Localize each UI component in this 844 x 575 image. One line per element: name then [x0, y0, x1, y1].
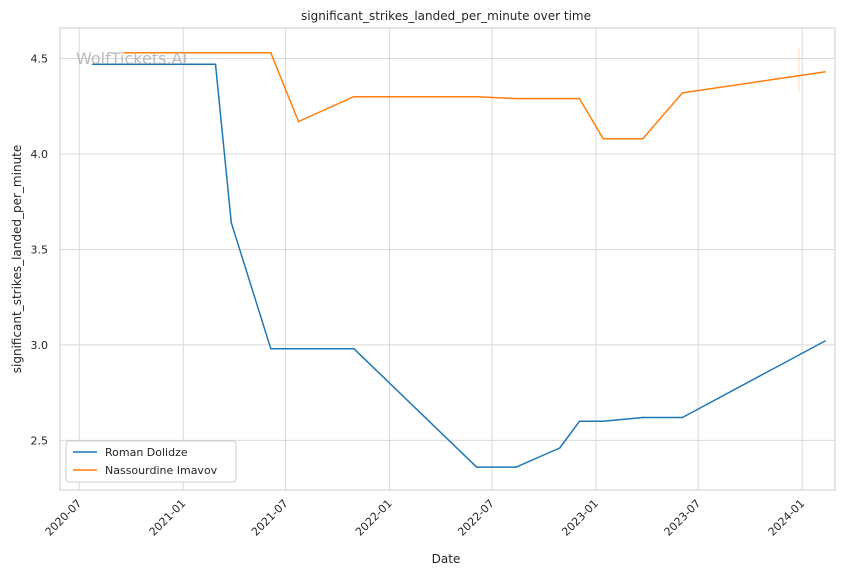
y-gridlines	[60, 58, 835, 441]
data-point	[270, 52, 272, 54]
data-point	[297, 120, 300, 123]
x-tick-label: 2021-01	[147, 497, 189, 539]
y-axis-ticks: 2.5 3.0 3.5 4.0 4.5	[31, 53, 49, 448]
data-point	[642, 416, 644, 419]
data-point	[270, 347, 272, 350]
data-point	[515, 97, 517, 100]
data-point	[475, 95, 478, 98]
legend: Roman Dolidze Nassourdine Imavov	[65, 440, 237, 483]
y-tick-label: 4.5	[31, 53, 49, 66]
chart-title: significant_strikes_landed_per_minute ov…	[301, 9, 591, 23]
x-axis-label: Date	[432, 552, 461, 566]
data-point	[230, 221, 233, 224]
data-point	[642, 137, 644, 140]
data-point	[475, 466, 478, 468]
series-lines	[91, 52, 826, 468]
y-tick-label: 2.5	[31, 434, 49, 447]
data-point	[123, 52, 126, 54]
x-tick-label: 2021-07	[249, 497, 291, 539]
data-point	[681, 92, 684, 94]
x-tick-label: 2022-07	[455, 497, 497, 539]
data-point	[578, 97, 581, 100]
y-tick-label: 3.5	[31, 243, 49, 256]
data-point	[515, 466, 517, 468]
data-point	[214, 63, 217, 66]
x-tick-label: 2022-01	[353, 497, 395, 539]
data-point	[824, 71, 826, 73]
data-point	[602, 420, 605, 423]
data-point	[353, 347, 355, 350]
x-tick-label: 2020-07	[43, 497, 85, 539]
data-point	[91, 63, 94, 66]
legend-label-0: Roman Dolidze	[105, 446, 188, 459]
data-point	[602, 137, 605, 140]
x-tick-label: 2023-07	[662, 497, 704, 539]
plot-area: WolfTickets.AI	[59, 27, 836, 491]
data-point	[578, 420, 581, 423]
watermark: WolfTickets.AI	[76, 49, 187, 68]
data-point	[681, 416, 684, 419]
x-tick-label: 2023-01	[559, 497, 601, 539]
y-axis-label: significant_strikes_landed_per_minute	[10, 145, 24, 374]
data-point	[353, 95, 355, 98]
y-tick-label: 3.0	[31, 339, 49, 352]
data-point	[558, 447, 561, 449]
x-gridlines	[78, 28, 803, 490]
y-tick-label: 4.0	[31, 148, 49, 161]
legend-box	[65, 440, 237, 483]
data-point	[824, 340, 826, 342]
x-tick-label: 2024-01	[766, 497, 808, 539]
plot-background	[59, 27, 836, 491]
legend-label-1: Nassourdine Imavov	[105, 464, 218, 477]
x-axis-ticks: 2020-07 2021-01 2021-07 2022-01 2022-07 2023-…	[43, 497, 808, 539]
